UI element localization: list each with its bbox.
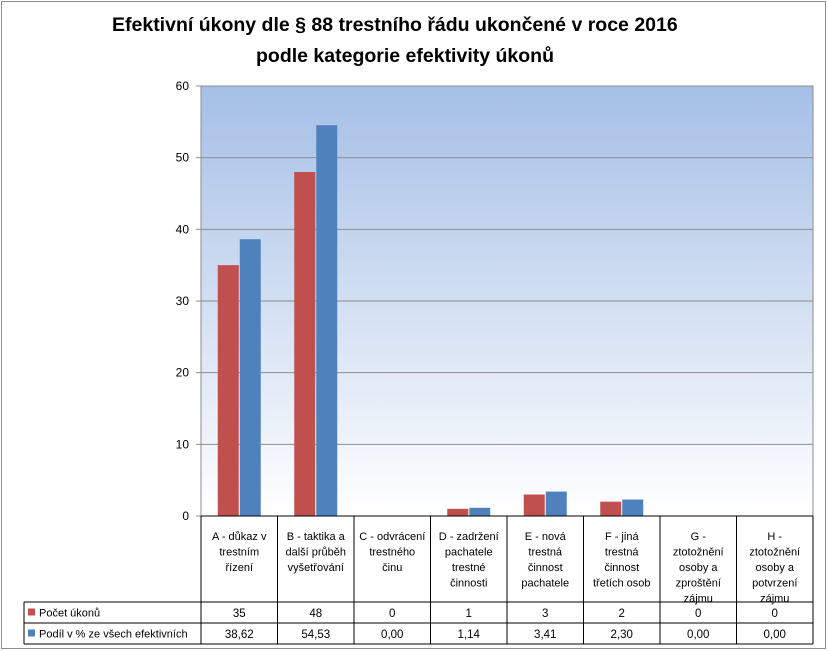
category-label: trestné — [452, 562, 486, 574]
legend-label: Podíl v % ze všech efektivních — [39, 629, 188, 641]
category-label: trestná — [605, 547, 640, 559]
data-label: 0 — [695, 608, 701, 620]
legend-key-count — [28, 608, 35, 616]
category-label: trestného — [369, 547, 415, 559]
legend-key-share — [28, 629, 35, 637]
category-label: činnost — [528, 562, 563, 574]
category-label: A - důkaz v — [212, 531, 267, 543]
category-label: F - jiná — [605, 531, 640, 543]
y-tick-label: 30 — [176, 294, 190, 308]
data-label: 1 — [466, 608, 472, 620]
category-label: osoby a — [755, 562, 794, 574]
y-tick-label: 20 — [176, 366, 190, 380]
data-label: 0 — [772, 608, 778, 620]
category-label: pachatele — [445, 547, 493, 559]
category-label: potvrzení — [752, 578, 797, 590]
bar-share — [469, 507, 491, 516]
data-label: 48 — [309, 608, 322, 620]
category-label: B - taktika a — [287, 531, 346, 543]
category-label: E - nová — [525, 531, 567, 543]
category-label: pachatele — [521, 578, 569, 590]
category-label: G - — [691, 531, 707, 543]
category-label: D - zadržení — [439, 531, 499, 543]
chart-title-line-2: podle kategorie efektivity úkonů — [256, 45, 554, 67]
y-tick-label: 0 — [182, 509, 189, 523]
chart-title-line-1: Efektivní úkony dle § 88 trestního řádu … — [112, 14, 678, 36]
bar-count — [217, 265, 239, 516]
category-label: činnost — [604, 562, 639, 574]
data-label: 0,00 — [687, 629, 709, 641]
category-label: další průběh — [285, 547, 346, 559]
category-label: činnosti — [450, 578, 487, 590]
category-label: osoby a — [679, 562, 718, 574]
data-label: 35 — [233, 608, 246, 620]
category-label: zproštění — [676, 578, 721, 590]
category-label: řízení — [225, 562, 253, 574]
bar-share — [545, 491, 567, 516]
bar-count — [600, 501, 622, 516]
legend-label: Počet úkonů — [39, 608, 100, 620]
category-label: vyšetřování — [288, 562, 344, 574]
data-label: 2 — [619, 608, 625, 620]
y-tick-label: 10 — [176, 437, 190, 451]
data-label: 3 — [542, 608, 548, 620]
category-label: C - odvrácení — [359, 531, 425, 543]
category-label: ztotožnění — [749, 547, 800, 559]
bar-share — [239, 239, 261, 516]
bar-count — [294, 172, 316, 516]
data-label: 3,41 — [534, 629, 556, 641]
category-label: H - — [767, 531, 782, 543]
y-tick-label: 50 — [176, 151, 190, 165]
category-label: činu — [382, 562, 402, 574]
data-label: 38,62 — [225, 629, 254, 641]
bar-share — [316, 125, 338, 517]
data-label: 0,00 — [764, 629, 786, 641]
category-label: trestná — [528, 547, 563, 559]
data-label: 0,00 — [381, 629, 403, 641]
bar-count — [447, 508, 469, 516]
category-label: zájmu — [760, 593, 789, 605]
bar-share — [622, 499, 644, 516]
bar-count — [523, 494, 545, 516]
category-label: trestním — [219, 547, 259, 559]
y-tick-label: 40 — [176, 222, 190, 236]
data-label: 54,53 — [301, 629, 330, 641]
data-label: 0 — [389, 608, 395, 620]
y-tick-label: 60 — [176, 79, 190, 93]
data-label: 1,14 — [458, 629, 481, 641]
data-label: 2,30 — [611, 629, 633, 641]
category-label: zájmu — [684, 593, 713, 605]
category-label: třetích osob — [593, 578, 650, 590]
category-label: ztotožnění — [673, 547, 724, 559]
